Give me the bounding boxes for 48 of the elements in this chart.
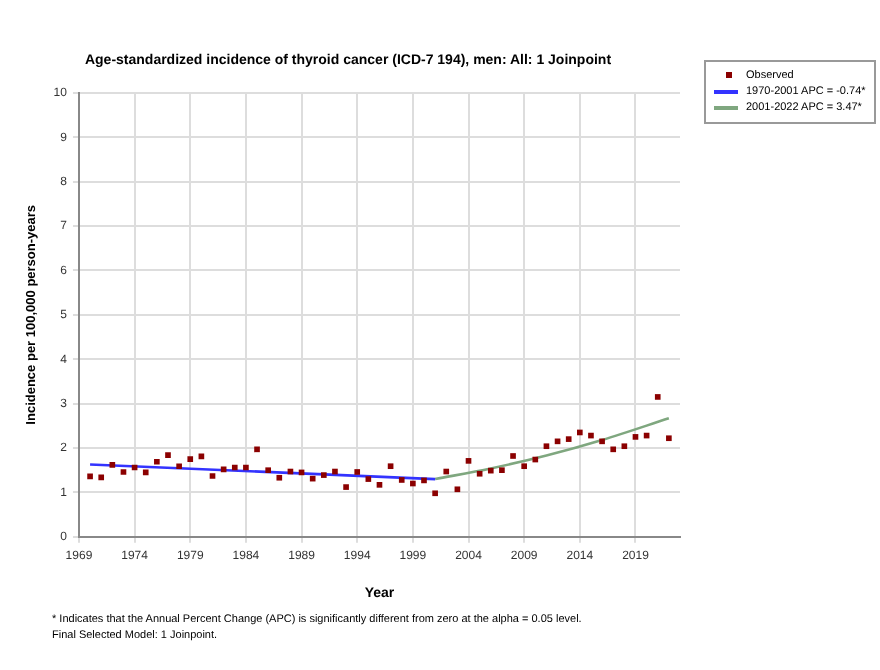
point (120, 469, 127, 475)
point (432, 490, 438, 497)
point (309, 475, 316, 482)
point (165, 452, 171, 458)
point (176, 463, 182, 470)
point (187, 456, 194, 462)
point (254, 446, 260, 453)
point (87, 473, 93, 480)
point (621, 443, 628, 450)
point (320, 472, 327, 478)
point (154, 458, 160, 465)
point (521, 463, 527, 470)
point (499, 467, 505, 474)
point (654, 394, 661, 400)
point (465, 458, 472, 464)
point (543, 443, 550, 450)
point (376, 482, 383, 488)
point (577, 429, 583, 436)
point (98, 474, 105, 481)
line-series (433, 416, 671, 481)
point (343, 484, 349, 490)
point (332, 468, 338, 475)
point (510, 453, 516, 459)
point (265, 467, 271, 474)
point (398, 477, 405, 483)
point (666, 435, 672, 442)
point (632, 434, 639, 440)
point (476, 470, 483, 477)
point (421, 477, 427, 484)
point (243, 464, 249, 471)
point (365, 476, 372, 482)
point (599, 438, 605, 445)
point (276, 474, 283, 481)
point (410, 480, 416, 487)
point (610, 446, 617, 453)
point (588, 432, 594, 439)
point (142, 469, 149, 476)
point (209, 473, 216, 479)
point (487, 467, 494, 474)
point (231, 464, 238, 471)
point (220, 466, 227, 473)
point (387, 463, 394, 470)
point (565, 436, 572, 442)
point (532, 456, 539, 463)
point (454, 486, 461, 493)
point (354, 469, 361, 475)
point (109, 462, 116, 468)
point (443, 468, 450, 475)
